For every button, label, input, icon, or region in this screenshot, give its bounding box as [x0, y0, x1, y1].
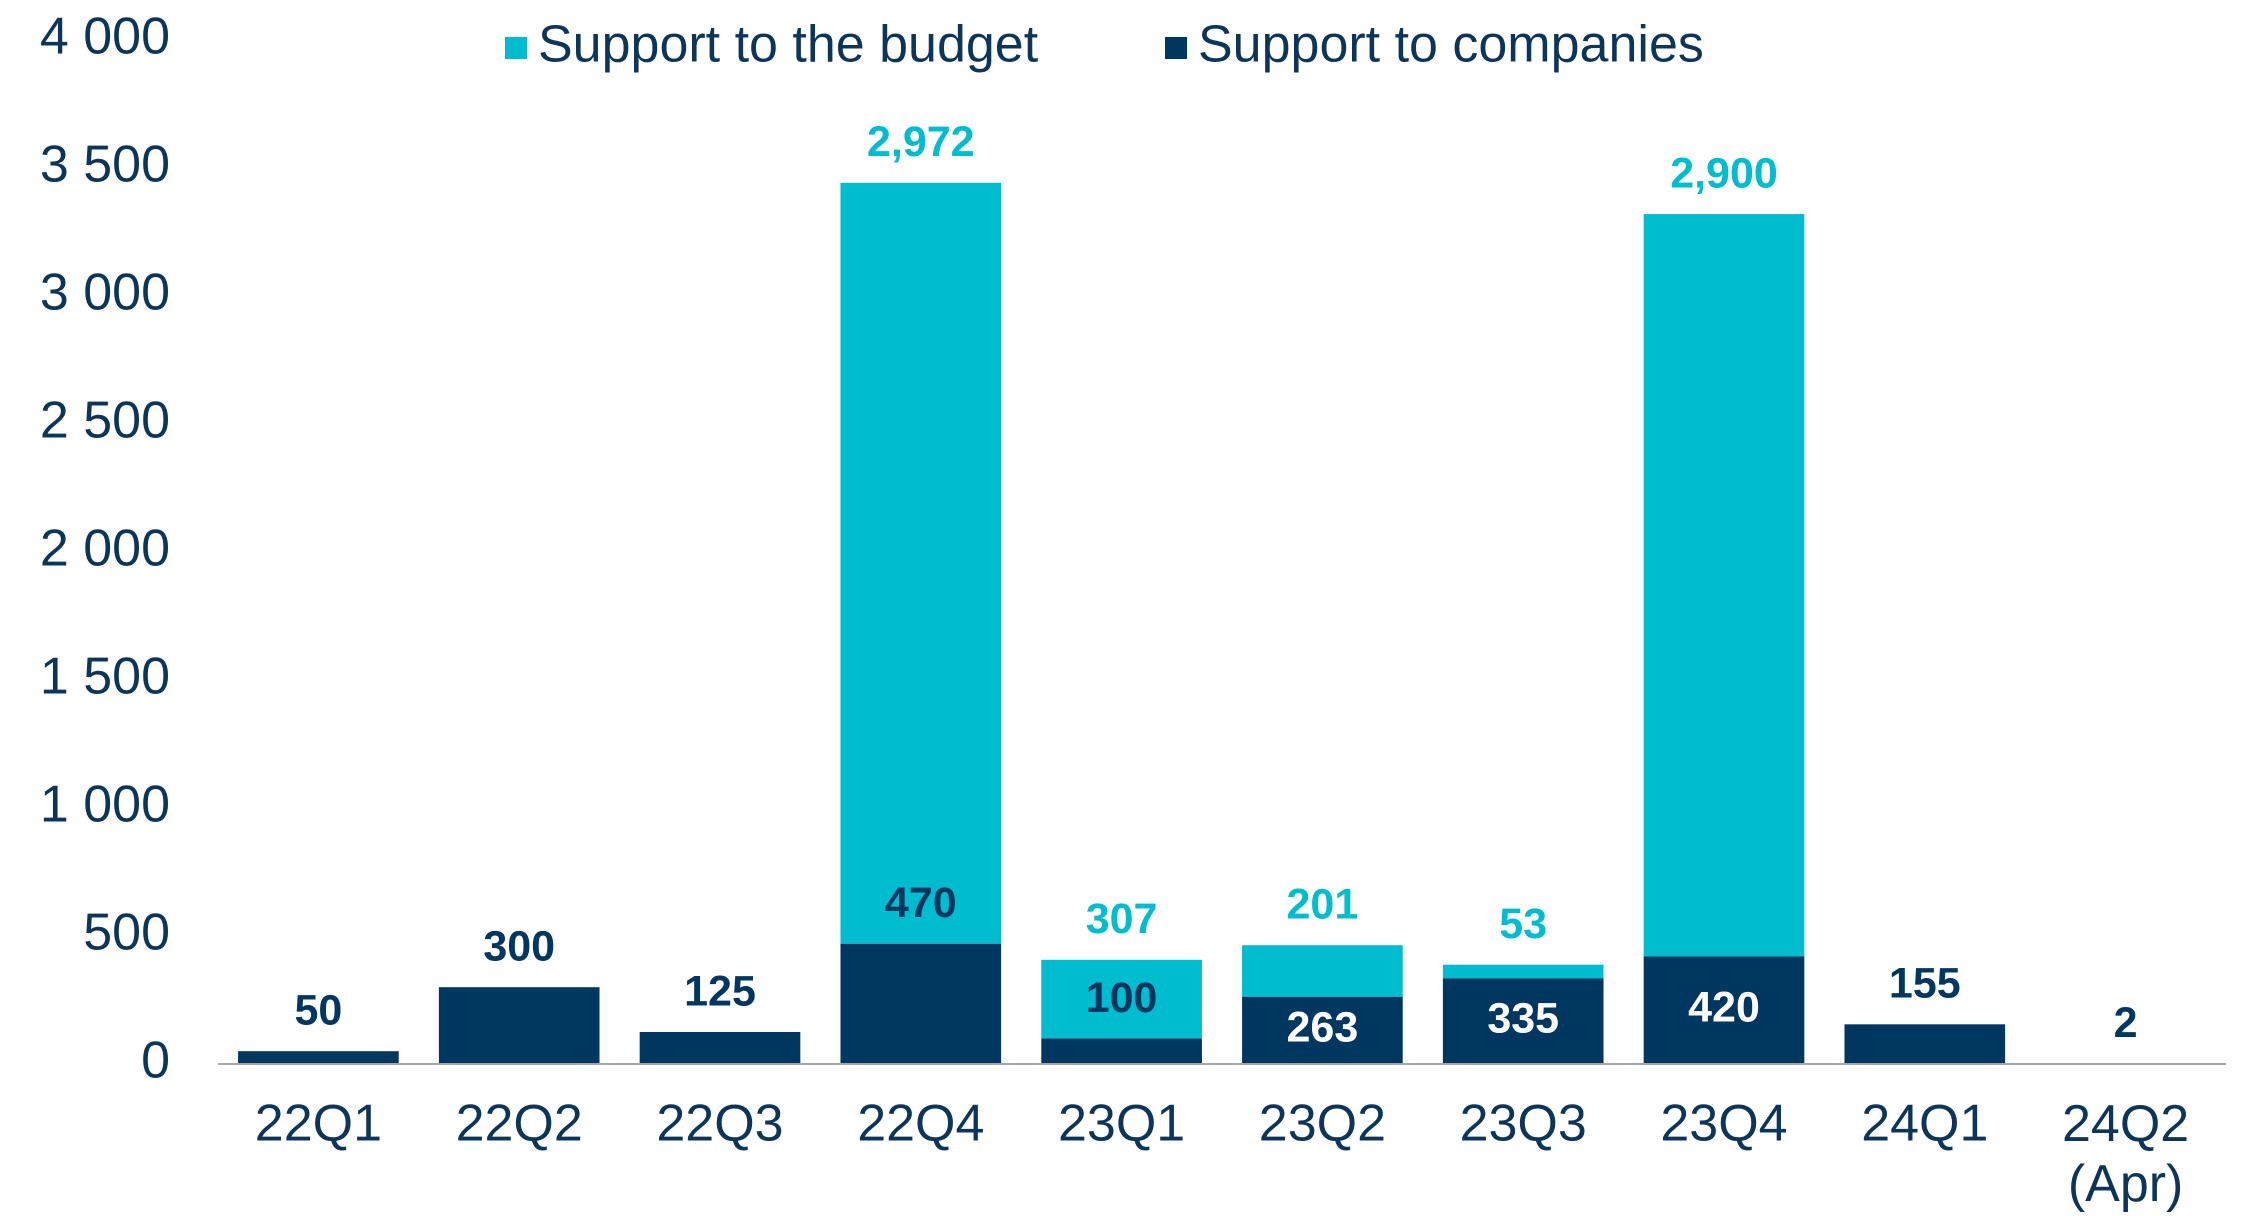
bar-segment — [1442, 964, 1604, 979]
y-tick-label: 2 500 — [40, 392, 170, 450]
data-label: 307 — [1086, 895, 1158, 943]
legend-label: Support to companies — [1198, 16, 1704, 74]
bar-segment — [840, 182, 1002, 944]
legend-swatch — [505, 37, 527, 59]
x-tick-label: 23Q3 — [1460, 1095, 1587, 1153]
y-tick-label: 3 000 — [40, 264, 170, 322]
bar-segment — [1242, 945, 1403, 997]
bar-segment — [438, 987, 600, 1064]
bar-segment — [1643, 956, 1805, 1064]
x-tick-label: 23Q2 — [1259, 1095, 1386, 1153]
data-label: 53 — [1499, 900, 1547, 948]
y-tick-label: 500 — [83, 904, 170, 962]
bar-segment — [1643, 214, 1805, 957]
bar-segment — [639, 1032, 801, 1064]
y-tick-label: 1 500 — [40, 648, 170, 706]
y-tick-label: 0 — [141, 1032, 170, 1090]
data-label: 2,900 — [1670, 149, 1778, 197]
x-tick-label: 22Q1 — [255, 1095, 382, 1153]
bar-segment — [1041, 1038, 1202, 1064]
data-label: 300 — [483, 923, 555, 971]
bar-segment — [840, 943, 1002, 1064]
bar-segment — [1041, 959, 1202, 1039]
x-tick-label: 24Q2 (Apr) — [2062, 1095, 2189, 1213]
data-label: 2 — [2114, 999, 2138, 1047]
x-tick-label: 23Q4 — [1660, 1095, 1787, 1153]
data-label: 263 — [1287, 1004, 1359, 1052]
bar-segment — [1844, 1024, 2006, 1064]
data-label: 335 — [1487, 994, 1559, 1042]
y-tick-label: 3 500 — [40, 136, 170, 194]
bar-segment — [1242, 996, 1403, 1064]
x-tick-label: 24Q1 — [1861, 1095, 1988, 1153]
legend-swatch — [1165, 37, 1187, 59]
data-label: 100 — [1086, 974, 1158, 1022]
data-label: 420 — [1688, 984, 1760, 1032]
y-tick-label: 4 000 — [40, 8, 170, 66]
bar-segment — [1442, 978, 1604, 1064]
bar-segment — [238, 1051, 399, 1064]
data-label: 201 — [1287, 881, 1359, 929]
data-label: 125 — [684, 967, 756, 1015]
x-tick-label: 22Q4 — [857, 1095, 984, 1153]
y-tick-label: 1 000 — [40, 776, 170, 834]
data-label: 470 — [885, 879, 957, 927]
x-tick-label: 22Q3 — [656, 1095, 783, 1153]
x-tick-label: 23Q1 — [1058, 1095, 1185, 1153]
data-label: 50 — [294, 987, 342, 1035]
legend-label: Support to the budget — [538, 16, 1039, 74]
data-label: 155 — [1889, 960, 1961, 1008]
data-label: 2,972 — [867, 118, 975, 166]
x-tick-label: 22Q2 — [456, 1095, 583, 1153]
y-tick-label: 2 000 — [40, 520, 170, 578]
